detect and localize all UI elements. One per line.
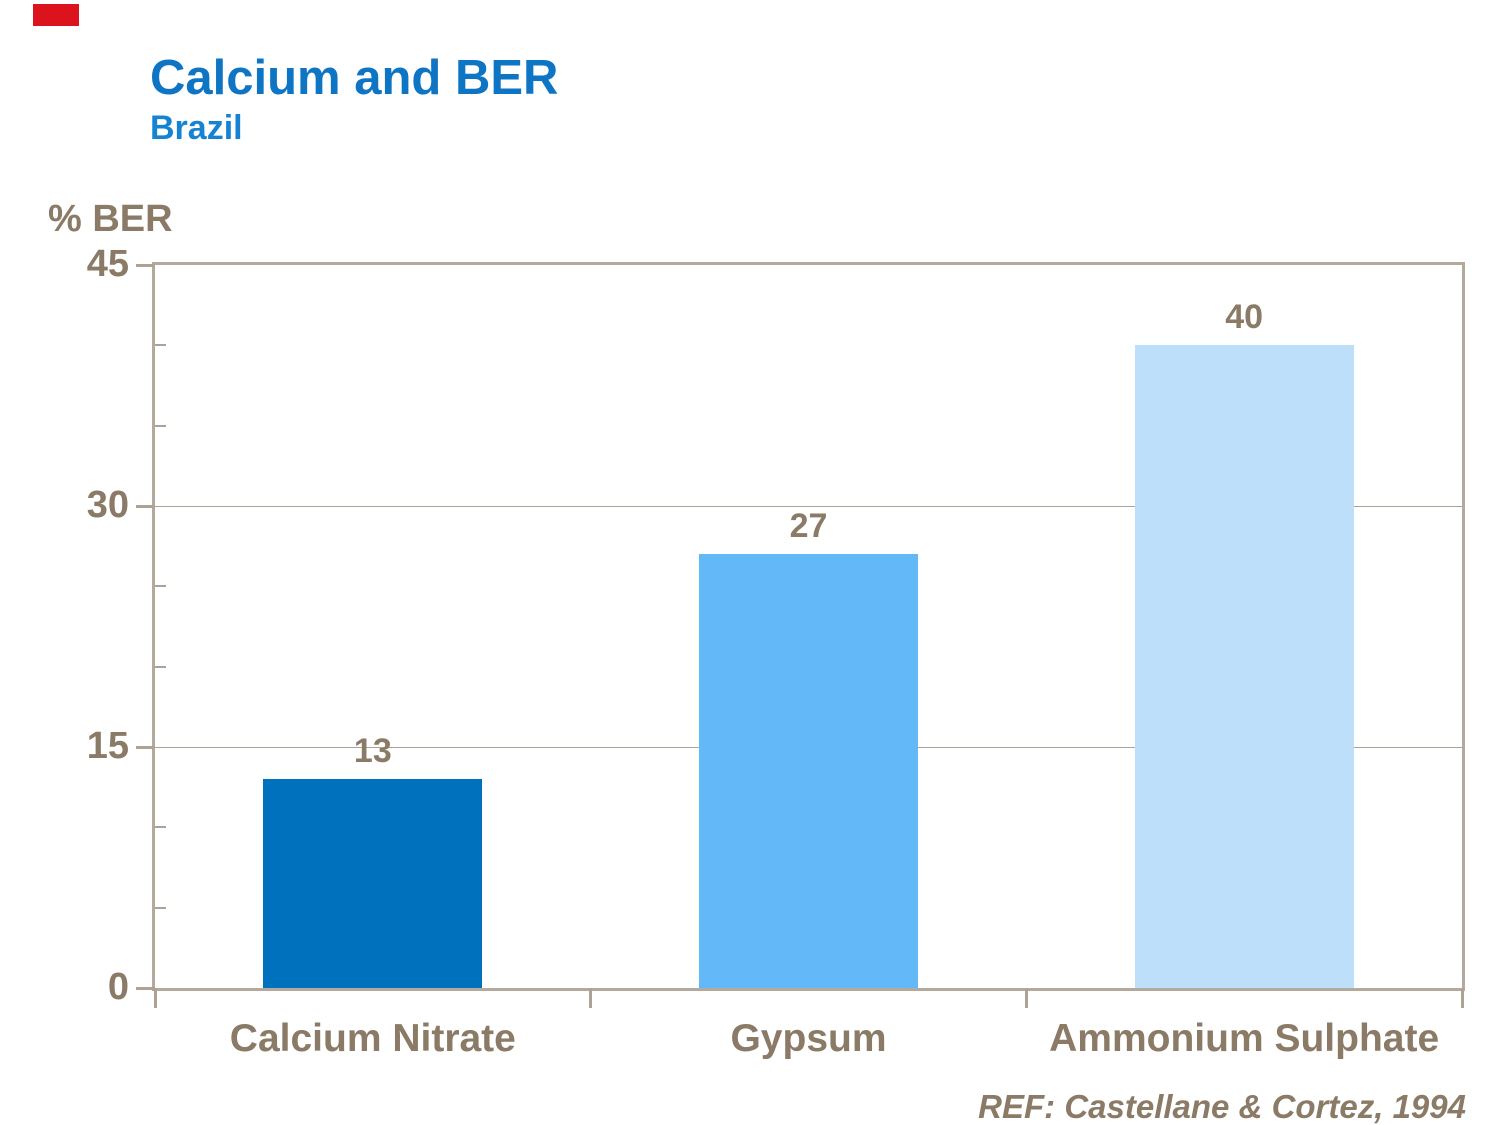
- reference-citation: REF: Castellane & Cortez, 1994: [978, 1088, 1466, 1125]
- bar-value-label: 40: [1225, 298, 1264, 337]
- y-tick-label: 45: [86, 243, 129, 285]
- y-major-tick: [136, 986, 155, 990]
- bar-value-label: 27: [789, 507, 828, 546]
- y-major-tick: [136, 263, 155, 267]
- accent-rect: [33, 4, 79, 26]
- x-category-label: Calcium Nitrate: [229, 1017, 516, 1060]
- x-tick: [153, 988, 157, 1008]
- bar-value-label: 13: [353, 732, 392, 771]
- y-minor-tick: [155, 585, 166, 588]
- x-tick: [589, 988, 593, 1008]
- x-tick: [1024, 988, 1028, 1008]
- y-minor-tick: [155, 424, 166, 427]
- y-minor-tick: [155, 665, 166, 668]
- y-major-tick: [136, 504, 155, 508]
- bar: [699, 554, 918, 988]
- x-tick: [1460, 988, 1464, 1008]
- x-category-label: Ammonium Sulphate: [1049, 1017, 1440, 1060]
- y-tick-label: 30: [86, 484, 129, 526]
- y-minor-tick: [155, 826, 166, 829]
- x-category-label: Gypsum: [730, 1017, 887, 1060]
- page-title: Calcium and BER: [150, 51, 559, 105]
- gridline: [155, 505, 1462, 507]
- bar: [263, 779, 483, 988]
- y-axis-title: % BER: [48, 198, 173, 240]
- y-major-tick: [136, 745, 155, 749]
- y-tick-label: 0: [107, 966, 129, 1008]
- y-minor-tick: [155, 906, 166, 909]
- y-minor-tick: [155, 344, 166, 347]
- bar: [1134, 345, 1354, 988]
- page-subtitle: Brazil: [150, 109, 243, 147]
- y-tick-label: 15: [86, 725, 129, 767]
